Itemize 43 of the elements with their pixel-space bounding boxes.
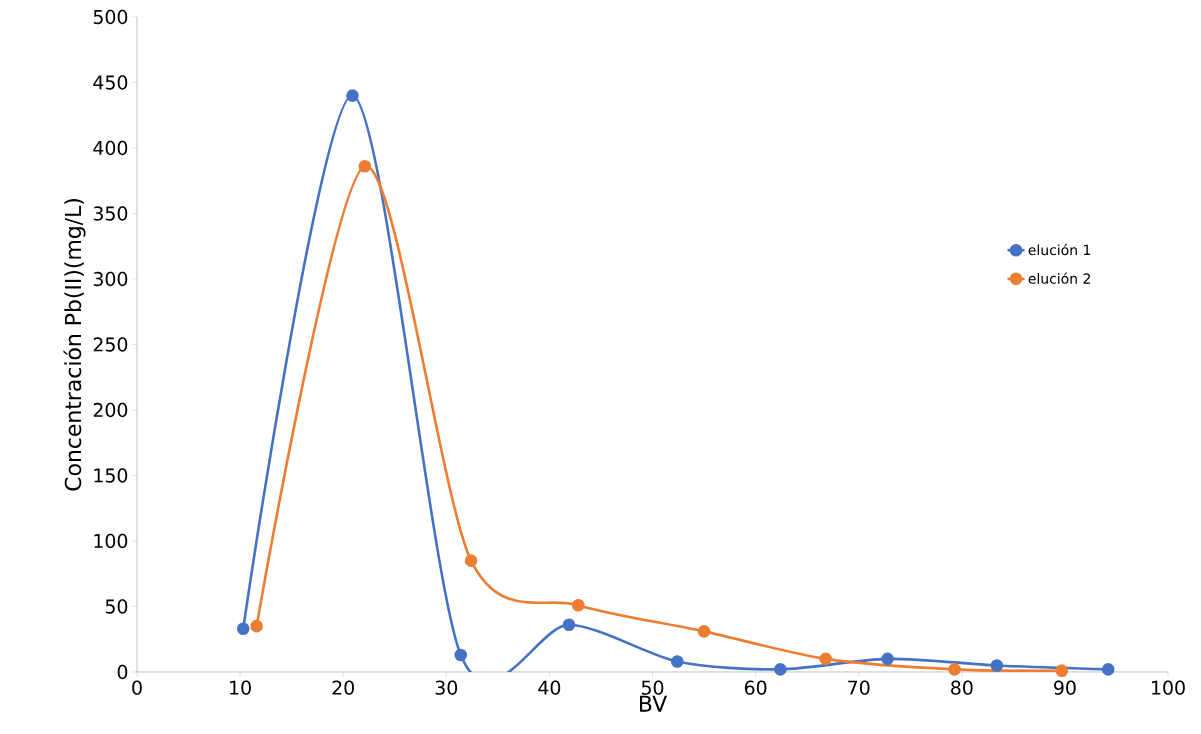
point (697, 625, 711, 638)
legend-label: elución 1 (1028, 243, 1091, 256)
point (948, 663, 961, 676)
x-tick-label: 60 (744, 680, 767, 695)
point (881, 652, 894, 666)
y-tick-label: 300 (93, 271, 128, 287)
point (774, 663, 787, 676)
point (1101, 663, 1115, 676)
x-tick-label: 80 (951, 680, 973, 695)
point (670, 655, 684, 668)
x-axis-title: BV (639, 695, 668, 712)
legend-label: elución 2 (1028, 272, 1090, 284)
x-tick-label: 90 (1054, 680, 1076, 695)
point (346, 89, 359, 102)
point (819, 652, 833, 666)
point (990, 659, 1004, 672)
y-tick-label: 450 (93, 75, 128, 90)
point (571, 598, 585, 612)
point (250, 619, 263, 633)
point (454, 648, 468, 662)
point (236, 622, 250, 636)
y-tick-label: 150 (94, 468, 128, 483)
x-tick-label: 100 (1152, 680, 1185, 695)
y-tick-label: 350 (93, 206, 128, 221)
y-tick-label: 100 (94, 533, 128, 549)
x-tick-label: 10 (230, 680, 251, 695)
y-tick-label: 250 (93, 337, 128, 352)
x-tick-label: 20 (332, 680, 354, 695)
x-tick-label: 30 (435, 680, 458, 695)
point (358, 160, 372, 173)
y-tick-label: 500 (93, 9, 128, 25)
point (562, 618, 576, 632)
y-tick-label: 200 (93, 402, 128, 418)
point (1055, 664, 1069, 677)
x-tick-label: 70 (848, 680, 870, 695)
y-axis-title: Concentración Pb(II)(mg/L) (63, 199, 86, 491)
y-tick-label: 50 (105, 599, 128, 614)
y-tick-label: 0 (117, 664, 128, 680)
point (464, 554, 478, 567)
x-tick-label: 0 (132, 680, 142, 695)
x-tick-label: 40 (538, 680, 561, 695)
x-tick-label: 50 (641, 680, 664, 695)
y-tick-label: 400 (93, 140, 128, 156)
